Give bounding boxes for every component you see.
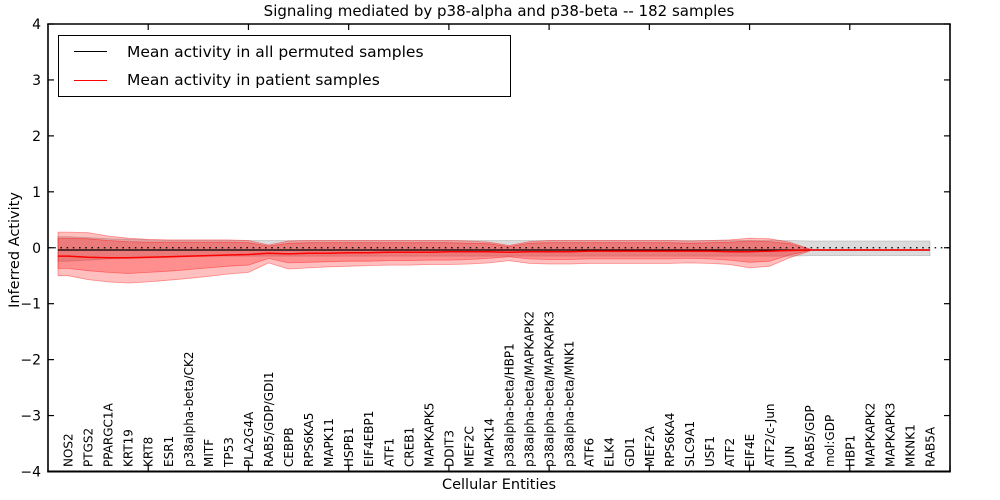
x-category-label: p38alpha-beta/MAPKAPK2 [523, 311, 537, 467]
x-category-label: RPS6KA4 [663, 413, 677, 467]
x-category-label: ESR1 [162, 436, 176, 467]
chart-title: Signaling mediated by p38-alpha and p38-… [263, 2, 735, 20]
x-category-label: ATF2 [723, 438, 737, 467]
x-category-label: MEF2C [462, 426, 476, 467]
x-category-label: KRT8 [142, 437, 156, 467]
y-tick-label: −3 [20, 409, 41, 425]
x-category-label: PPARGC1A [102, 402, 116, 467]
x-axis-title: Cellular Entities [441, 477, 557, 493]
x-category-label: p38alpha-beta/HBP1 [503, 343, 517, 467]
y-tick-label: −2 [20, 353, 41, 369]
x-category-label: HSPB1 [342, 427, 356, 467]
patient-mean-line [58, 249, 930, 259]
x-category-label: CREB1 [402, 427, 416, 467]
y-tick-label: 4 [32, 17, 41, 33]
legend-label-patient: Mean activity in patient samples [127, 71, 380, 90]
y-tick-label: 3 [32, 73, 41, 89]
x-category-label: PLA2G4A [242, 411, 256, 467]
x-category-label: DDIT3 [442, 430, 456, 467]
x-category-label: p38alpha-beta/MAPKAPK3 [543, 311, 557, 467]
x-category-label: MKNK1 [903, 424, 917, 467]
x-category-label: PTGS2 [82, 428, 96, 467]
y-tick-label: 1 [32, 185, 41, 201]
patient-samples-band-inner [57, 237, 811, 274]
x-category-label: MAPKAPK2 [863, 403, 877, 467]
x-category-label: ATF6 [583, 438, 597, 467]
x-category-label: SLC9A1 [683, 421, 697, 467]
x-category-label: MAPK14 [483, 418, 497, 467]
x-category-label: NOS2 [62, 433, 76, 467]
x-category-label: MAPK11 [322, 418, 336, 467]
x-category-label: EIF4EBP1 [362, 411, 376, 467]
x-category-label: RAB5/GDP [803, 405, 817, 467]
x-category-label: GDI1 [623, 437, 637, 467]
permuted-line-swatch [74, 51, 107, 53]
x-category-label: CEBPB [282, 427, 296, 467]
legend-label-permuted: Mean activity in all permuted samples [127, 42, 424, 61]
x-category-label: TP53 [222, 437, 236, 468]
x-category-label: JUN [783, 446, 797, 468]
x-category-label: RAB5/GDP/GDI1 [262, 371, 276, 467]
y-axis-title: Inferred Activity [7, 192, 23, 308]
x-category-label: ATF2/c-Jun [763, 403, 777, 467]
x-category-label: ELK4 [603, 437, 617, 467]
patient-samples-band-outer [57, 231, 811, 284]
x-category-label: MEF2A [643, 426, 657, 467]
x-category-label: MAPKAPK5 [422, 403, 436, 467]
y-tick-label: 0 [32, 241, 41, 257]
x-category-label: HBP1 [843, 435, 857, 467]
x-category-label: RAB5A [924, 426, 938, 467]
x-category-label: mol:GDP [823, 415, 837, 467]
x-category-label: MITF [202, 439, 216, 467]
x-category-label: KRT19 [122, 429, 136, 467]
x-category-label: ATF1 [382, 438, 396, 467]
patient-line-swatch [74, 79, 107, 81]
legend-entry-permuted: Mean activity in all permuted samples [59, 39, 510, 65]
legend-entry-patient: Mean activity in patient samples [59, 67, 510, 93]
legend: Mean activity in all permuted samples Me… [58, 35, 511, 97]
x-category-label: RPS6KA5 [302, 413, 316, 467]
y-tick-label: −4 [20, 465, 41, 481]
y-tick-label: 2 [32, 129, 41, 145]
x-category-label: USF1 [703, 436, 717, 467]
x-category-label: p38alpha-beta/CK2 [182, 352, 196, 467]
x-category-label: p38alpha-beta/MNK1 [563, 341, 577, 467]
y-tick-label: −1 [20, 297, 41, 313]
x-category-label: EIF4E [743, 434, 757, 467]
permuted-samples-band [57, 236, 931, 262]
x-category-label: MAPKAPK3 [883, 403, 897, 467]
